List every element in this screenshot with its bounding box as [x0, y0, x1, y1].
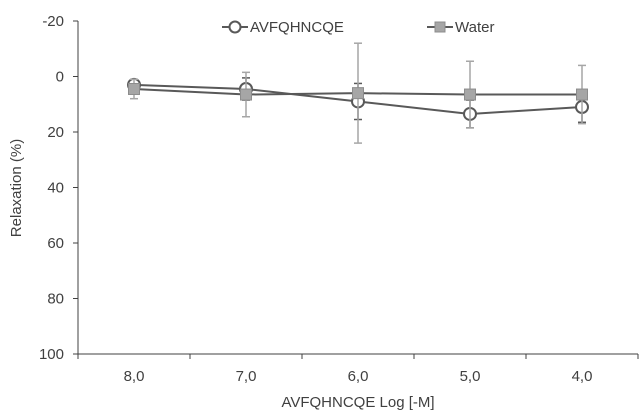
- y-tick-label: 0: [56, 69, 64, 86]
- legend-item-avfqhncqe: AVFQHNCQE: [222, 19, 344, 36]
- y-tick-label: -20: [42, 13, 64, 30]
- legend-marker-square: [434, 21, 446, 33]
- x-tick-label: 6,0: [348, 368, 369, 385]
- data-point-square: [128, 82, 140, 95]
- axes: -20 0 20 40 60 80 100 8,0 7,0 6,0 5,0 4,0: [39, 13, 639, 385]
- x-tick-label: 4,0: [572, 368, 593, 385]
- y-tick-label: 80: [47, 291, 64, 308]
- series-layer: [127, 42, 589, 144]
- x-tick-label: 8,0: [124, 368, 145, 385]
- y-tick-label: 60: [47, 235, 64, 252]
- x-tick-label: 5,0: [460, 368, 481, 385]
- data-point-square: [464, 88, 476, 101]
- legend: AVFQHNCQE Water: [222, 19, 494, 36]
- x-axis-title: AVFQHNCQE Log [-M]: [281, 394, 434, 411]
- x-tick-label: 7,0: [236, 368, 257, 385]
- series-water: [128, 42, 588, 144]
- data-point-square: [240, 88, 252, 101]
- legend-label: Water: [455, 19, 494, 36]
- legend-marker-circle: [228, 20, 242, 34]
- y-tick-label: 100: [39, 346, 64, 363]
- legend-item-water: Water: [427, 19, 494, 36]
- legend-label: AVFQHNCQE: [250, 19, 344, 36]
- labels-layer: Relaxation (%) AVFQHNCQE Log [-M]: [8, 139, 435, 411]
- y-tick-label: 20: [47, 124, 64, 141]
- data-point-square: [576, 88, 588, 101]
- data-point-square: [352, 87, 364, 100]
- y-axis-title: Relaxation (%): [8, 139, 25, 237]
- y-tick-label: 40: [47, 180, 64, 197]
